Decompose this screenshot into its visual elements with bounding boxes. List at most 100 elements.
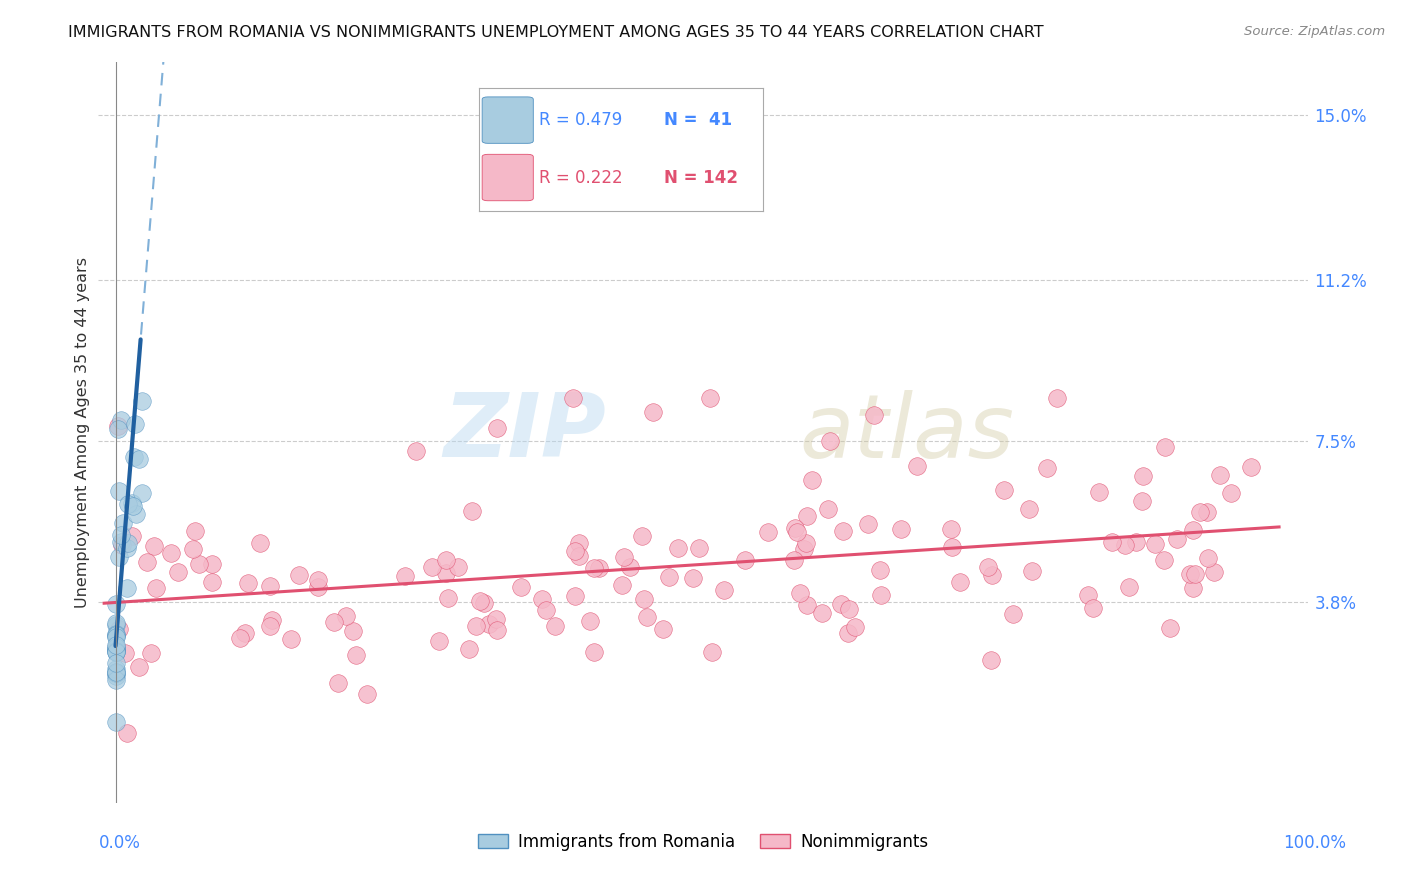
Point	[588, 561, 610, 575]
Point	[468, 594, 491, 608]
Point	[110, 528, 132, 542]
Point	[1197, 550, 1219, 565]
Point	[1046, 391, 1069, 405]
Point	[326, 676, 349, 690]
Point	[786, 525, 808, 540]
Point	[307, 573, 329, 587]
Point	[342, 624, 364, 638]
Point	[530, 592, 553, 607]
Point	[905, 459, 928, 474]
Point	[427, 634, 450, 648]
Point	[582, 561, 605, 575]
Text: atlas: atlas	[800, 390, 1015, 475]
Point	[121, 529, 143, 543]
Point	[104, 642, 127, 657]
Point	[486, 623, 509, 637]
Point	[110, 534, 132, 549]
Point	[124, 417, 146, 432]
Point	[980, 567, 1002, 582]
Point	[856, 516, 879, 531]
Point	[976, 560, 998, 574]
Point	[1153, 440, 1175, 454]
Point	[104, 626, 127, 640]
Point	[941, 540, 963, 554]
Point	[869, 563, 891, 577]
Point	[104, 642, 127, 657]
Point	[682, 571, 704, 585]
Point	[458, 641, 481, 656]
Point	[831, 524, 853, 538]
Point	[259, 579, 281, 593]
Point	[564, 589, 586, 603]
Point	[104, 665, 127, 680]
Point	[104, 666, 127, 681]
Point	[844, 620, 866, 634]
Legend: Immigrants from Romania, Nonimmigrants: Immigrants from Romania, Nonimmigrants	[471, 826, 935, 857]
Point	[1178, 566, 1201, 581]
Point	[579, 614, 602, 628]
Point	[159, 546, 181, 560]
Point	[201, 574, 224, 589]
Text: 0.0%: 0.0%	[98, 834, 141, 852]
Point	[1209, 467, 1232, 482]
Point	[229, 632, 252, 646]
Point	[188, 557, 211, 571]
Point	[568, 549, 591, 564]
Point	[280, 632, 302, 646]
Point	[702, 645, 724, 659]
Point	[110, 413, 132, 427]
Point	[104, 597, 127, 611]
Point	[631, 529, 654, 543]
Point	[486, 421, 509, 435]
Point	[811, 606, 834, 620]
Point	[838, 602, 860, 616]
Point	[1021, 564, 1043, 578]
Point	[789, 586, 811, 600]
Point	[184, 524, 207, 538]
Point	[104, 643, 127, 657]
Point	[104, 665, 127, 679]
Point	[699, 391, 721, 405]
Point	[793, 541, 815, 556]
Point	[613, 550, 636, 565]
Point	[544, 619, 567, 633]
Point	[666, 541, 689, 555]
Point	[201, 557, 224, 571]
Point	[259, 618, 281, 632]
Point	[939, 522, 962, 536]
Point	[260, 613, 283, 627]
Point	[658, 570, 681, 584]
Point	[104, 616, 127, 631]
Text: 100.0%: 100.0%	[1284, 834, 1346, 852]
Point	[464, 619, 486, 633]
Point	[610, 578, 633, 592]
Point	[1114, 538, 1136, 552]
Point	[436, 553, 458, 567]
Point	[117, 581, 139, 595]
Point	[564, 544, 586, 558]
Point	[117, 726, 139, 740]
Point	[1159, 621, 1181, 635]
Point	[104, 661, 127, 675]
Point	[104, 628, 127, 642]
Point	[1202, 565, 1225, 579]
Point	[111, 538, 134, 552]
Point	[136, 555, 159, 569]
Point	[863, 409, 886, 423]
Point	[107, 421, 129, 435]
Point	[713, 583, 735, 598]
Point	[307, 580, 329, 594]
Point	[796, 508, 818, 523]
Point	[104, 656, 127, 670]
Point	[1181, 582, 1204, 596]
Point	[104, 630, 127, 644]
Point	[104, 640, 127, 654]
Point	[890, 522, 912, 536]
Point	[783, 552, 806, 566]
Point	[249, 536, 271, 550]
Point	[111, 516, 134, 530]
Point	[104, 673, 127, 688]
Point	[582, 644, 605, 658]
Point	[115, 541, 138, 555]
Point	[288, 568, 311, 582]
